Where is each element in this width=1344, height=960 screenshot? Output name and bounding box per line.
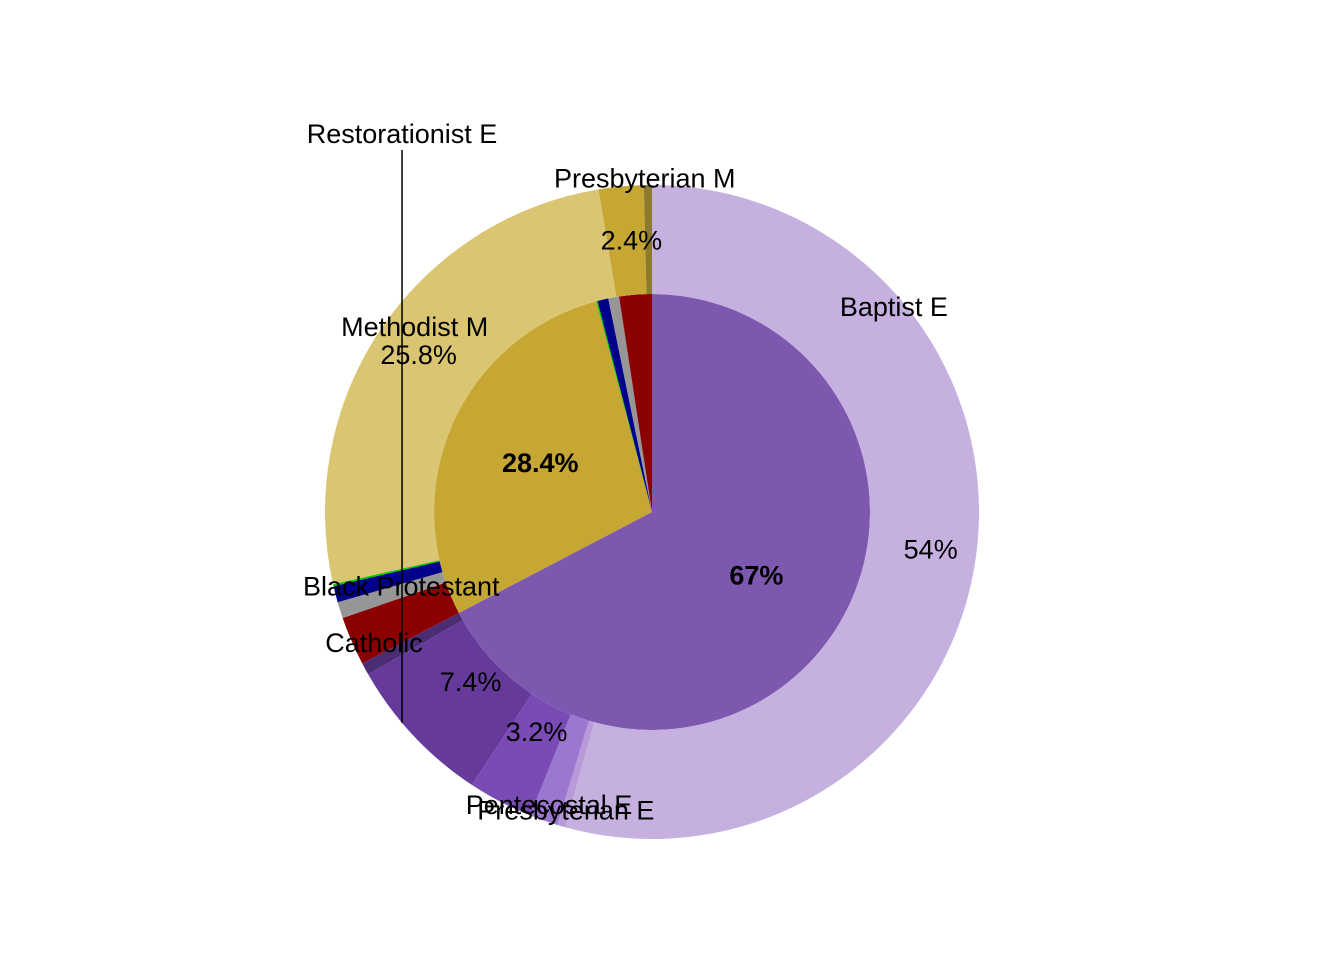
inner-value-label: 2.4% <box>601 225 663 255</box>
outer-name-label-black-protestant: Black Protestant <box>303 572 500 602</box>
outer-value-label: 25.8% <box>380 340 457 370</box>
outer-slice-segment-7 <box>337 572 446 618</box>
outer-slice-segment-5 <box>362 612 463 675</box>
outer-slice-pentecostal-e <box>530 714 589 826</box>
outer-name-label-presbyterian-e: Presbyterian E <box>477 795 654 825</box>
outer-slice-black-protestant <box>333 561 443 603</box>
outer-value-label: 7.4% <box>440 667 502 697</box>
outer-name-label-pentecostal-e: Pentecostal E <box>466 790 633 820</box>
outer-value-label: 3.2% <box>506 717 568 747</box>
inner-value-label: 67% <box>729 560 783 590</box>
inner-slice-other-4 <box>608 296 652 512</box>
outer-name-label-methodist-m: Methodist M <box>341 312 488 342</box>
inner-slice-other-3 <box>597 298 652 512</box>
inner-value-label: 28.4% <box>502 448 579 478</box>
outer-name-label-baptist-e: Baptist E <box>840 292 948 322</box>
outer-name-label-catholic: Catholic <box>325 628 423 658</box>
outer-slice-presbyterian-e <box>557 720 595 828</box>
outer-slice-restorationist-e <box>368 620 532 785</box>
outer-slice-catholic <box>342 582 459 664</box>
outer-name-label-restorationist-e: Restorationist E <box>307 119 498 149</box>
inner-slice-other-2 <box>596 300 652 512</box>
outer-slice-baptist-e <box>565 185 979 839</box>
outer-slice-segment-9 <box>333 560 440 587</box>
outer-ring <box>325 185 979 839</box>
outer-slice-presbyterian-m <box>643 185 652 295</box>
outer-slice-segment-3 <box>471 693 571 816</box>
inner-slice-catholic-5 <box>619 294 652 512</box>
inner-slice-mainline-1 <box>434 301 652 613</box>
inner-slice-evangelical-0 <box>458 294 870 730</box>
outer-slice-segment-11 <box>598 185 647 297</box>
outer-slice-methodist-m <box>325 189 617 585</box>
outer-value-label: 54% <box>904 535 958 565</box>
outer-name-label-presbyterian-m: Presbyterian M <box>554 163 736 193</box>
chart-labels: 67% 28.4% 2.4% 54% Baptist E Presbyterian EPe… <box>303 119 958 825</box>
inner-ring <box>434 294 870 730</box>
